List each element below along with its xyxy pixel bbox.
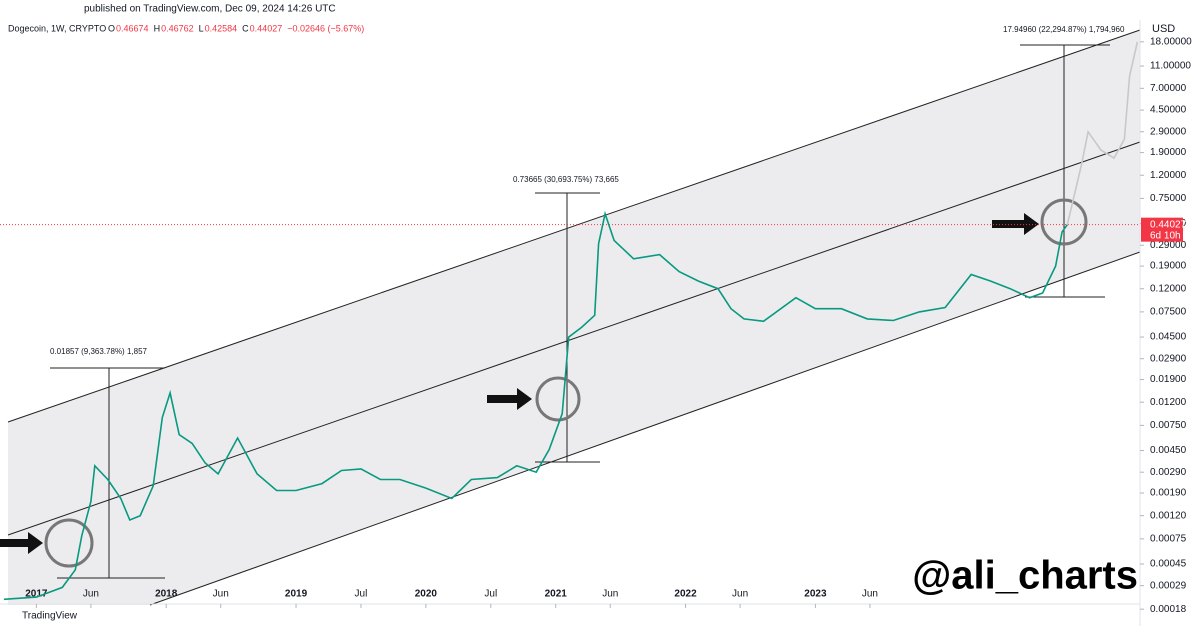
channel-area [8, 30, 1140, 605]
ohlc-label: C [242, 23, 249, 33]
annotation: 0.73665 (30,693.75%) 73,665 [513, 175, 619, 184]
y-tick-label: 0.00120 [1150, 510, 1187, 521]
circle [535, 376, 581, 422]
last-price-box [1141, 217, 1183, 242]
x-tick-label: 2018 [155, 589, 178, 600]
countdown: 6d 10h [1150, 230, 1181, 241]
x-tick-label: 2019 [285, 589, 308, 600]
y-tick-label: 0.01900 [1150, 374, 1187, 385]
channel-upper [7, 29, 1141, 423]
currency: USD [1152, 23, 1175, 35]
y-tick-label: 0.01200 [1150, 397, 1187, 408]
circle [44, 518, 94, 568]
y-tick-label: 0.00018 [1150, 604, 1187, 615]
price-line [1066, 41, 1139, 225]
y-tick-label: 0.00750 [1150, 420, 1187, 431]
y-tick-label: 0.00075 [1150, 533, 1187, 544]
y-tick-label: 0.00029 [1150, 580, 1187, 591]
circles [44, 198, 1088, 568]
x-tick-label: 2022 [674, 589, 697, 600]
channel-middle [7, 141, 1141, 536]
x-tick-label: Jul [484, 589, 497, 600]
y-tick-label: 2.90000 [1150, 126, 1187, 137]
y-tick-label: 11.00000 [1150, 61, 1191, 72]
x-tick-label: 2017 [25, 589, 48, 600]
x-tick-label: Jul [355, 589, 368, 600]
x-tick-label: Jun [213, 589, 229, 600]
y-tick-label: 0.00450 [1150, 445, 1187, 456]
last-price-label: 0.44027 [1150, 219, 1187, 230]
y-tick-label: 0.00045 [1150, 559, 1187, 570]
symbol: Dogecoin, 1W, CRYPTO [8, 23, 106, 33]
y-tick-label: 0.29000 [1150, 240, 1187, 251]
arrow [992, 213, 1039, 235]
y-tick-label: 18.00000 [1150, 36, 1192, 47]
ohlc: O 0.46674 H 0.46762 L 0.42584 C 0.44027 −0.02646… [108, 23, 364, 33]
y-tick-label: 0.12000 [1150, 283, 1187, 294]
y-tick-label: 0.19000 [1150, 261, 1187, 272]
x-tick-label: Jun [732, 589, 748, 600]
ohlc-change: −0.02646 (−5.67%) [287, 23, 364, 33]
price-line [3, 210, 1068, 601]
y-tick-label: 0.04500 [1150, 332, 1187, 343]
arrow [487, 388, 532, 410]
ohlc-value: 0.42584 [205, 23, 238, 33]
ohlc-label: O [108, 23, 115, 33]
y-tick-label: 0.07500 [1150, 307, 1187, 318]
y-tick-label: 0.00190 [1150, 488, 1187, 499]
ohlc-value: 0.46762 [161, 23, 194, 33]
ohlc-label: H [154, 23, 161, 33]
x-tick-label: Jun [862, 589, 878, 600]
annotation: 0.01857 (9,363.78%) 1,857 [50, 347, 148, 356]
measure-1 [50, 367, 165, 579]
ohlc-label: L [199, 23, 204, 33]
y-tick-label: 4.50000 [1150, 105, 1187, 116]
published-note: published on TradingView.com, Dec 09, 20… [84, 4, 336, 15]
x-tick-label: 2020 [415, 589, 438, 600]
x-tick-label: Jun [83, 589, 99, 600]
y-tick-label: 1.20000 [1150, 170, 1187, 181]
x-tick-label: 2023 [804, 589, 827, 600]
x-tick-label: Jun [602, 589, 618, 600]
ohlc-value: 0.44027 [250, 23, 283, 33]
y-tick-label: 0.00290 [1150, 467, 1187, 478]
arrows [0, 213, 1039, 554]
measure-3 [1020, 44, 1110, 298]
ohlc-value: 0.46674 [116, 23, 149, 33]
y-tick-label: 1.90000 [1150, 147, 1187, 158]
circle [1040, 198, 1088, 246]
y-tick-label: 7.00000 [1150, 83, 1187, 94]
y-tick-label: 0.75000 [1150, 193, 1187, 204]
annotation: 17.94960 (22,294.87%) 1,794,960 [1003, 25, 1125, 34]
brand: TradingView [22, 611, 78, 622]
watermark: @ali_charts [912, 554, 1138, 598]
x-tick-label: 2021 [545, 589, 568, 600]
y-tick-label: 0.02900 [1150, 353, 1187, 364]
channel-lower [149, 251, 1141, 606]
arrow [0, 532, 43, 554]
